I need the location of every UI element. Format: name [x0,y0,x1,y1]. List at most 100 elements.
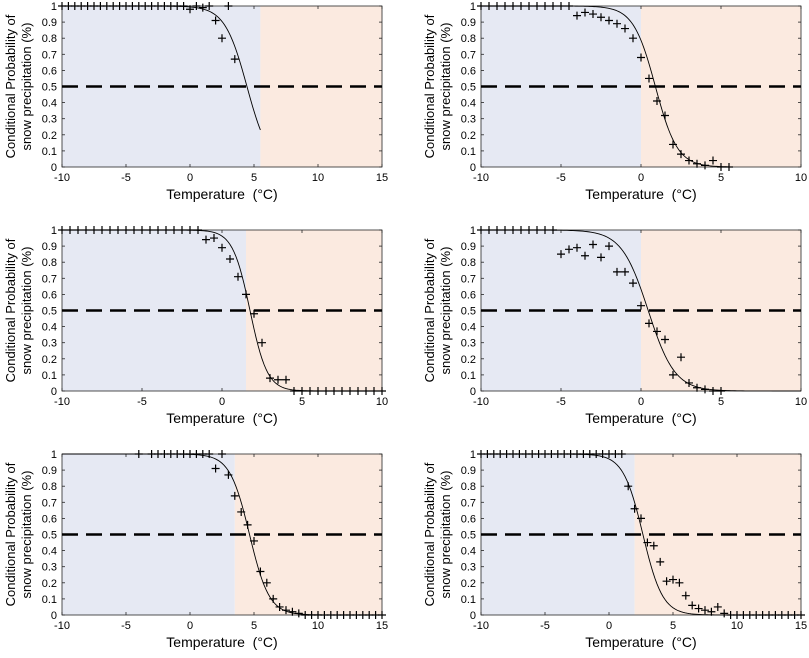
y-tick-label: 0.2 [42,130,57,142]
data-point [701,385,709,394]
data-point [617,450,626,458]
data-point [725,163,733,171]
data-point [202,235,210,244]
y-tick-label: 0.7 [42,49,57,61]
panel-top-left: 0 0.1 0.2 0.3 0.4 0.5 0.6 0.7 0.8 0.9 1 -10 -5 0 5 10 15… [3,1,388,202]
data-point [613,19,621,28]
x-tick-label: 15 [376,620,388,632]
x-axis-label: Temperature (°C) [585,186,696,202]
data-point [581,251,589,260]
data-point [493,2,501,10]
data-point [258,338,266,347]
data-point [517,2,525,10]
x-tick-label: -10 [473,620,489,632]
x-tick-label: 5 [718,396,724,408]
y-tick-label: 0.1 [461,146,476,158]
data-point [597,253,605,262]
data-point [509,2,517,10]
data-point [234,272,242,281]
data-point [66,226,74,234]
data-point [282,606,290,615]
data-point [256,567,265,576]
y-axis-label: Conditional Probability ofsnow precipita… [422,238,453,382]
data-point [154,226,162,234]
x-tick-label: 5 [251,172,257,184]
data-point [378,611,386,619]
data-point [477,226,485,234]
data-point [346,387,354,395]
y-axis-label: Conditional Probability ofsnow precipita… [3,14,34,158]
data-point [701,606,709,615]
data-point [669,370,677,379]
data-point [294,609,303,618]
data-point [693,159,701,168]
y-tick-label: 0.5 [42,306,57,318]
data-point [194,226,202,234]
data-point [685,156,693,165]
data-point [290,387,298,395]
data-point [573,11,581,20]
data-point [656,557,665,566]
data-point [533,2,541,10]
data-point [179,2,188,10]
data-point [707,607,716,616]
y-axis-label-line-2: snow precipitation (%) [19,471,34,599]
x-tick-label: 15 [795,620,807,632]
y-tick-label: 0.7 [42,497,57,509]
y-tick-label: 0.5 [461,530,476,542]
y-tick-label: 0.7 [461,497,476,509]
y-tick-label: 0.7 [42,273,57,285]
data-point [230,55,239,64]
data-point [314,387,322,395]
data-point [565,2,573,10]
data-point [485,2,493,10]
data-point [114,226,122,234]
data-point [643,538,652,547]
data-point [288,607,297,616]
y-tick-label: 0.3 [461,338,476,350]
y-axis-label-line-2: snow precipitation (%) [19,23,34,151]
data-point [186,5,194,14]
data-point [501,226,509,234]
y-axis-label-line-1: Conditional Probability of [3,238,18,382]
data-point [338,387,346,395]
panel-bottom-left: 0 0.1 0.2 0.3 0.4 0.5 0.6 0.7 0.8 0.9 1 -10 -5 0 5 10 15… [3,449,388,650]
data-point [669,575,677,584]
data-point [250,309,258,318]
y-tick-label: 0.6 [42,513,57,525]
data-point [370,387,378,395]
data-point [717,163,725,171]
x-tick-label: 10 [312,172,324,184]
data-point [266,374,274,383]
data-point [685,378,693,387]
data-point [275,602,284,611]
x-tick-label: 0 [638,396,644,408]
y-tick-label: 0.7 [461,273,476,285]
data-point [106,226,114,234]
y-tick-label: 1 [51,1,57,13]
y-tick-label: 0.4 [461,98,476,110]
data-point [138,226,146,234]
data-point [322,387,330,395]
y-tick-label: 0 [51,610,57,622]
data-point [677,150,685,159]
x-axis-label: Temperature (°C) [166,186,277,202]
data-point [637,53,645,62]
data-point [130,226,138,234]
panel-bottom-right: 0 0.1 0.2 0.3 0.4 0.5 0.6 0.7 0.8 0.9 1 -10 -5 0 5 10 15… [422,449,807,650]
x-axis-label: Temperature (°C) [166,634,277,650]
data-point [509,226,517,234]
data-point [250,536,258,545]
y-tick-label: 0.2 [42,354,57,366]
x-axis-label: Temperature (°C) [585,634,696,650]
x-tick-label: -10 [473,396,489,408]
y-tick-label: 0.5 [461,306,476,318]
data-point [74,226,82,234]
y-tick-label: 0.3 [42,562,57,574]
data-point [192,2,201,10]
data-point [681,591,690,600]
data-point [541,226,549,234]
y-tick-label: 0.8 [461,257,476,269]
data-point [210,234,218,243]
y-axis-label-line-1: Conditional Probability of [422,238,437,382]
